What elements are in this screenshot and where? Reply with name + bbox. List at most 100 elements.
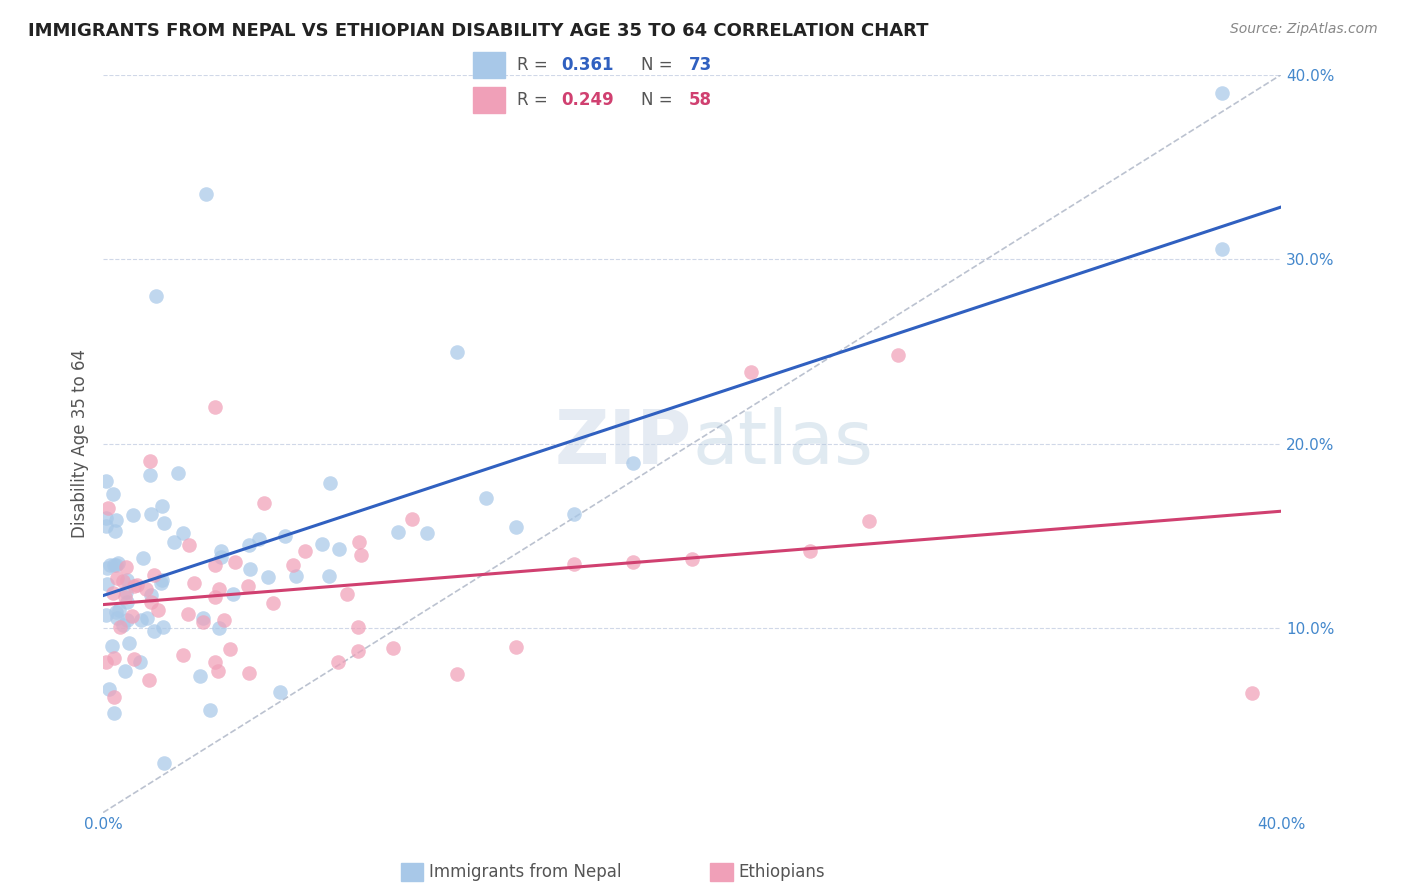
Point [209, 549, 232, 564]
Point [505, 640, 527, 654]
Text: R =: R = [517, 56, 548, 74]
Point [146, 603, 169, 617]
Point [209, 544, 232, 558]
Point [121, 508, 143, 523]
Point [564, 507, 586, 521]
Point [350, 548, 373, 562]
Point [145, 289, 167, 303]
Point [222, 587, 245, 601]
Point [103, 558, 125, 572]
Bar [472, 52, 505, 78]
Point [96, 577, 118, 591]
Point [98, 682, 121, 697]
Point [176, 607, 198, 621]
Point [799, 543, 821, 558]
Point [1211, 242, 1233, 256]
Point [269, 685, 291, 699]
Point [96, 474, 118, 488]
Point [94, 511, 117, 525]
Point [247, 532, 270, 546]
Point [129, 614, 152, 628]
Point [224, 555, 246, 569]
Point [150, 575, 173, 590]
Point [115, 559, 138, 574]
Point [138, 673, 160, 688]
Point [239, 562, 262, 576]
Point [212, 613, 235, 627]
Point [349, 535, 371, 549]
Point [105, 513, 128, 527]
Point [94, 656, 117, 670]
Text: Immigrants from Nepal: Immigrants from Nepal [429, 863, 621, 881]
Point [131, 551, 153, 566]
Point [204, 590, 226, 604]
Point [101, 487, 124, 501]
Point [381, 640, 404, 655]
Point [139, 453, 162, 467]
Point [107, 603, 129, 617]
Point [191, 610, 214, 624]
Text: Ethiopians: Ethiopians [738, 863, 825, 881]
Point [621, 456, 644, 470]
Text: 73: 73 [689, 56, 711, 74]
Point [311, 536, 333, 550]
Point [257, 569, 280, 583]
Point [105, 605, 128, 619]
Point [114, 664, 136, 678]
Point [336, 587, 359, 601]
Point [105, 611, 128, 625]
Point [150, 573, 173, 587]
Point [208, 621, 231, 635]
Point [114, 590, 136, 604]
Point [319, 476, 342, 491]
Point [401, 512, 423, 526]
Bar [472, 87, 505, 112]
Point [111, 574, 134, 589]
Point [505, 520, 527, 534]
Point [139, 467, 162, 482]
Point [621, 555, 644, 569]
Point [105, 558, 128, 573]
Point [387, 524, 409, 539]
Point [238, 665, 260, 680]
Point [117, 573, 139, 587]
Text: 58: 58 [689, 91, 711, 109]
Point [284, 569, 307, 583]
Point [887, 348, 910, 362]
Point [681, 552, 703, 566]
Point [346, 644, 368, 658]
Point [740, 365, 762, 379]
Text: R =: R = [517, 91, 548, 109]
Point [135, 582, 157, 596]
Point [121, 609, 143, 624]
Point [94, 607, 117, 622]
Point [105, 571, 128, 585]
Point [1240, 685, 1263, 699]
Text: 0.249: 0.249 [561, 91, 614, 109]
Point [117, 635, 139, 649]
Text: atlas: atlas [692, 407, 873, 480]
Text: IMMIGRANTS FROM NEPAL VS ETHIOPIAN DISABILITY AGE 35 TO 64 CORRELATION CHART: IMMIGRANTS FROM NEPAL VS ETHIOPIAN DISAB… [28, 22, 928, 40]
Point [96, 560, 118, 574]
Point [115, 595, 138, 609]
Text: ZIP: ZIP [555, 407, 692, 480]
Point [128, 655, 150, 669]
Point [103, 706, 125, 720]
Point [122, 579, 145, 593]
Point [111, 617, 134, 632]
Point [166, 467, 188, 481]
Point [94, 519, 117, 533]
Point [200, 703, 222, 717]
Point [446, 667, 468, 681]
Point [172, 648, 194, 662]
Point [274, 529, 297, 543]
Point [98, 558, 121, 572]
Point [193, 615, 215, 630]
Point [125, 578, 148, 592]
Point [283, 558, 305, 573]
Point [143, 567, 166, 582]
Point [236, 578, 259, 592]
Point [204, 400, 226, 414]
Point [141, 594, 163, 608]
Point [416, 525, 439, 540]
